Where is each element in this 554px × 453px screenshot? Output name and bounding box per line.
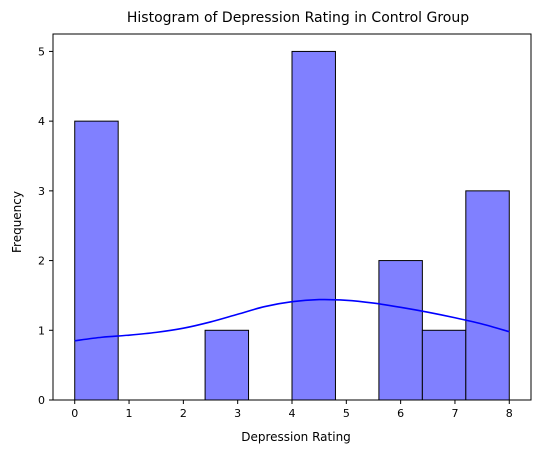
y-tick-label: 3 bbox=[38, 185, 45, 198]
x-tick-label: 7 bbox=[451, 407, 458, 420]
histogram-bar bbox=[378, 260, 423, 401]
kde-curve bbox=[74, 298, 510, 342]
x-axis-label: Depression Rating bbox=[241, 430, 351, 444]
x-tick-label: 6 bbox=[397, 407, 404, 420]
x-tick-label: 2 bbox=[180, 407, 187, 420]
x-tick-label: 3 bbox=[234, 407, 241, 420]
histogram-bars bbox=[74, 50, 510, 401]
y-tick-label: 1 bbox=[38, 324, 45, 337]
x-axis-ticks: 0 1 2 3 4 5 6 7 8 bbox=[71, 400, 513, 420]
x-tick-label: 5 bbox=[343, 407, 350, 420]
y-axis-label: Frequency bbox=[10, 191, 24, 253]
y-tick-label: 4 bbox=[38, 115, 45, 128]
histogram-bar bbox=[421, 329, 467, 401]
y-tick-label: 2 bbox=[38, 255, 45, 268]
chart-title: Histogram of Depression Rating in Contro… bbox=[127, 10, 469, 26]
y-tick-label: 5 bbox=[38, 45, 45, 58]
x-tick-label: 0 bbox=[71, 407, 78, 420]
histogram-bar bbox=[74, 120, 119, 401]
x-tick-label: 4 bbox=[289, 407, 296, 420]
y-tick-label: 0 bbox=[38, 394, 45, 407]
y-axis-ticks: 0 1 2 3 4 5 bbox=[38, 45, 53, 407]
x-tick-label: 1 bbox=[126, 407, 133, 420]
x-tick-label: 8 bbox=[506, 407, 513, 420]
histogram-bar bbox=[291, 50, 336, 401]
histogram-bar bbox=[204, 329, 250, 401]
histogram-bar bbox=[465, 190, 510, 401]
